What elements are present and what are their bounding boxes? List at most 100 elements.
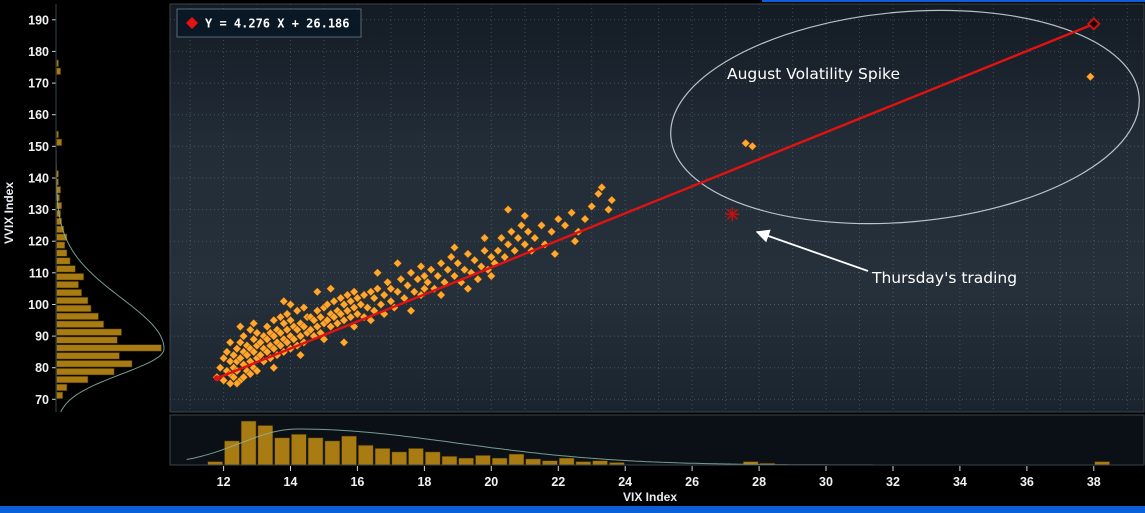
y-hist-bar bbox=[56, 336, 118, 344]
scatter-point bbox=[603, 204, 614, 215]
scatter-point bbox=[366, 287, 376, 297]
scatter-point bbox=[587, 201, 597, 212]
scatter-point bbox=[747, 141, 758, 151]
y-hist-bar bbox=[56, 312, 99, 321]
scatter-point bbox=[232, 378, 242, 389]
plot-frame bbox=[169, 3, 1145, 413]
scatter-point bbox=[269, 315, 279, 325]
x-density-group bbox=[186, 428, 873, 466]
y-hist-bar bbox=[56, 328, 122, 336]
scatter-point bbox=[292, 306, 302, 316]
scatter-point bbox=[218, 375, 229, 386]
axis-ticks: 12 14 16 18 20 22 24 26 28 30 32 34 36 38 70 80 90 100 110… bbox=[28, 13, 1101, 489]
scatter-point bbox=[282, 309, 292, 319]
scatter-point bbox=[346, 312, 356, 322]
scatter-point bbox=[339, 337, 349, 348]
x-hist-bar bbox=[290, 433, 307, 466]
scatter-point bbox=[372, 268, 383, 278]
scatter-point bbox=[315, 312, 326, 322]
scatter-point bbox=[413, 274, 423, 284]
scatter-point bbox=[419, 271, 430, 281]
x-tick-label: 18 bbox=[417, 475, 431, 489]
scatter-point bbox=[546, 227, 557, 237]
x-hist-bar bbox=[424, 451, 441, 466]
scatter-point bbox=[269, 363, 279, 373]
spike-ellipse-annotation bbox=[670, 9, 1140, 225]
regression-line bbox=[216, 22, 1095, 380]
scatter-point bbox=[510, 246, 520, 256]
scatter-point bbox=[566, 208, 577, 218]
y-tick-label: 80 bbox=[35, 361, 49, 375]
scatter-point bbox=[540, 239, 550, 250]
thursday-marker-group bbox=[725, 207, 740, 222]
x-hist-bar bbox=[274, 437, 291, 466]
y-hist-bar bbox=[56, 375, 89, 384]
scatter-point bbox=[249, 334, 259, 344]
scatter-point bbox=[269, 344, 279, 354]
scatter-point bbox=[349, 302, 359, 313]
y-hist-bar bbox=[56, 304, 92, 313]
scatter-point bbox=[342, 290, 353, 300]
scatter-point bbox=[245, 325, 255, 335]
x-hist-bar bbox=[491, 457, 508, 466]
scatter-point bbox=[299, 302, 309, 313]
y-hist-bar bbox=[56, 241, 66, 249]
scatter-point bbox=[312, 321, 322, 332]
x-hist-bar bbox=[391, 451, 408, 466]
top-accent-bar bbox=[762, 0, 1145, 2]
y-hist-bar bbox=[56, 320, 105, 328]
scatter-point bbox=[469, 255, 480, 265]
scatter-point bbox=[319, 334, 329, 344]
y-hist-bar bbox=[56, 265, 76, 273]
legend: Y = 4.276 X + 26.186 bbox=[176, 8, 362, 38]
scatter-point bbox=[312, 306, 322, 316]
regression-line-group bbox=[213, 17, 1101, 382]
scatter-point bbox=[356, 299, 366, 310]
scatter-point bbox=[479, 233, 490, 243]
y-hist-bar bbox=[56, 352, 120, 360]
scatter-point bbox=[443, 265, 453, 275]
scatter-point bbox=[332, 318, 343, 329]
y-hist-bar bbox=[56, 170, 59, 178]
x-tick-label: 36 bbox=[1020, 475, 1034, 489]
scatter-point bbox=[419, 284, 430, 294]
scatter-point bbox=[580, 214, 590, 224]
scatter-point bbox=[520, 211, 530, 221]
x-hist-bar bbox=[441, 455, 458, 466]
x-hist-bar bbox=[592, 460, 609, 466]
scatter-point bbox=[376, 299, 386, 310]
legend-equation: Y = 4.276 X + 26.186 bbox=[205, 17, 350, 31]
scatter-point bbox=[275, 340, 286, 351]
x-hist-bar bbox=[207, 461, 224, 466]
scatter-point bbox=[607, 195, 617, 205]
annotation-arrow bbox=[755, 229, 869, 272]
x-tick-label: 16 bbox=[350, 475, 364, 489]
x-hist-bar bbox=[458, 457, 475, 466]
scatter-point bbox=[235, 321, 245, 332]
x-hist-bar bbox=[374, 447, 391, 466]
scatter-point bbox=[242, 350, 252, 360]
scatter-point bbox=[228, 350, 239, 360]
y-hist-bar bbox=[56, 391, 64, 400]
scatter-point bbox=[406, 268, 416, 278]
y-hist-bar bbox=[56, 344, 162, 352]
scatter-point bbox=[279, 318, 289, 329]
scatter-point bbox=[446, 252, 456, 262]
scatter-point bbox=[225, 378, 235, 389]
scatter-point bbox=[352, 309, 363, 319]
x-hist-bar bbox=[407, 447, 424, 466]
scatter-point bbox=[741, 138, 751, 148]
scatter-point bbox=[262, 321, 272, 332]
x-hist-bar bbox=[525, 458, 542, 466]
scatter-point bbox=[339, 315, 349, 325]
scatter-point bbox=[386, 284, 396, 294]
x-hist-bar bbox=[324, 440, 341, 466]
scatter-point bbox=[597, 182, 607, 193]
scatter-point bbox=[463, 284, 473, 294]
scatter-point bbox=[312, 287, 322, 297]
highlight-end-point bbox=[1087, 17, 1101, 31]
y-tick-label: 150 bbox=[28, 140, 49, 154]
x-hist-bar bbox=[575, 461, 592, 466]
x-hist-bar bbox=[558, 457, 575, 466]
